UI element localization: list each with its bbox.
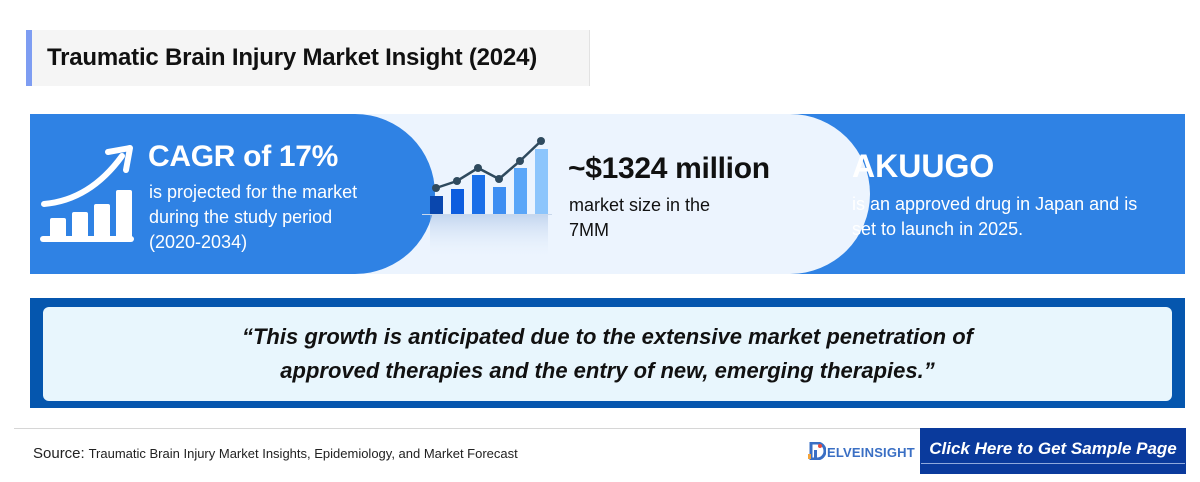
quote-inner: “This growth is anticipated due to the e… [43, 307, 1172, 401]
market-size-description: market size in the 7MM [569, 195, 711, 240]
source-text: Traumatic Brain Injury Market Insights, … [88, 446, 518, 461]
get-sample-page-button[interactable]: Click Here to Get Sample Page [920, 428, 1186, 474]
logo-mark-icon [808, 442, 826, 460]
cta-label: Click Here to Get Sample Page [921, 439, 1185, 464]
source-label: Source: [33, 445, 85, 462]
footer-divider [14, 428, 1186, 429]
title-box: Traumatic Brain Injury Market Insight (2… [26, 30, 590, 86]
quote-box: “This growth is anticipated due to the e… [30, 298, 1185, 408]
cagr-description: is projected for the market during the s… [149, 182, 358, 252]
cagr-panel [30, 114, 435, 274]
drug-name: AKUUGO [852, 148, 995, 184]
stats-banner: CAGR of 17% is projected for the market … [30, 114, 1185, 274]
source-citation: Source: Traumatic Brain Injury Market In… [33, 445, 518, 462]
drug-description: is an approved drug in Japan and is set … [852, 194, 1138, 239]
market-size-value: ~$1324 million [568, 152, 770, 185]
quote-line: approved therapies and the entry of new,… [280, 358, 935, 383]
logo-text: ELVEINSIGHT [827, 445, 915, 460]
quote-line: “This growth is anticipated due to the e… [241, 324, 974, 349]
cagr-value: CAGR of 17% [148, 140, 339, 173]
delveinsight-logo[interactable]: ELVEINSIGHT [808, 442, 915, 460]
growth-bar-chart-icon [40, 145, 134, 242]
bar-line-chart-icon [422, 137, 552, 260]
page-title: Traumatic Brain Injury Market Insight (2… [47, 44, 538, 71]
